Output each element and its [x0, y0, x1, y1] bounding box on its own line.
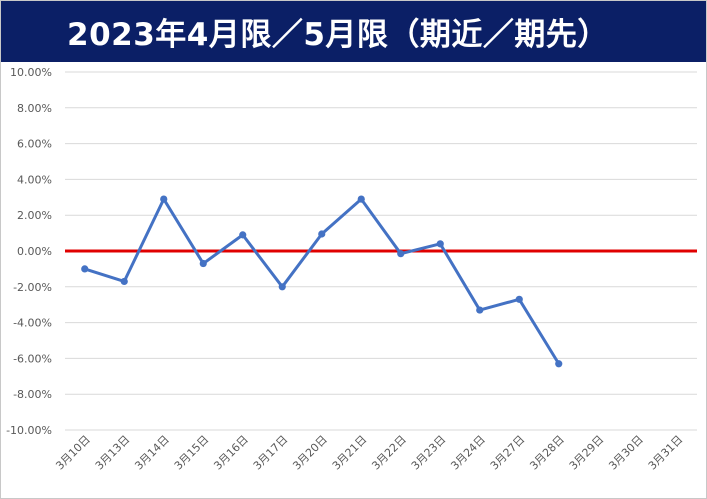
y-tick-label: 10.00% — [10, 66, 52, 79]
x-tick-label: 3月10日 — [53, 433, 93, 473]
data-point — [555, 360, 563, 368]
data-point — [160, 195, 168, 203]
data-point — [318, 230, 326, 238]
x-tick-label: 3月13日 — [93, 433, 133, 473]
series-line-path — [84, 197, 561, 365]
x-tick-label: 3月23日 — [409, 433, 449, 473]
chart-title: 2023年4月限／5月限（期近／期先） — [67, 17, 609, 53]
x-tick-label: 3月14日 — [132, 433, 172, 473]
data-point — [199, 259, 207, 268]
y-tick-label: 8.00% — [17, 102, 52, 115]
y-tick-label: 2.00% — [17, 209, 52, 222]
series-points — [81, 195, 563, 368]
x-tick-label: 3月24日 — [448, 433, 488, 473]
x-tick-label: 3月27日 — [488, 433, 528, 473]
data-point — [81, 265, 89, 273]
x-tick-label: 3月21日 — [330, 433, 370, 473]
y-tick-label: -6.00% — [13, 352, 52, 365]
data-point — [357, 195, 365, 203]
x-tick-label: 3月29日 — [567, 433, 607, 473]
data-point — [278, 283, 286, 291]
x-axis-ticks: 3月10日 3月13日 3月14日 3月15日 3月16日 3月17日 3月20日 3月21日… — [53, 433, 685, 473]
x-tick-label: 3月31日 — [646, 433, 686, 473]
y-axis-ticks: 10.00% 8.00% 6.00% 4.00% 2.00% 0.00% -2.00% -4.… — [6, 66, 52, 437]
data-point — [120, 277, 128, 286]
x-tick-label: 3月15日 — [172, 433, 212, 473]
y-tick-label: -10.00% — [6, 424, 52, 437]
data-point — [476, 306, 484, 314]
y-tick-label: -8.00% — [13, 388, 52, 401]
data-point — [239, 231, 247, 239]
y-tick-label: 6.00% — [17, 138, 52, 151]
x-tick-label: 3月17日 — [251, 433, 291, 473]
x-tick-label: 3月28日 — [527, 433, 567, 473]
y-tick-label: -2.00% — [13, 281, 52, 294]
x-tick-label: 3月16日 — [211, 433, 251, 473]
y-tick-label: 0.00% — [17, 245, 52, 258]
x-tick-label: 3月22日 — [369, 433, 409, 473]
data-point — [397, 250, 405, 258]
title-banner: 2023年4月限／5月限（期近／期先） — [1, 1, 706, 62]
x-tick-label: 3月20日 — [290, 433, 330, 473]
y-tick-label: -4.00% — [13, 317, 52, 330]
x-tick-label: 3月30日 — [606, 433, 646, 473]
data-point — [436, 240, 444, 248]
data-point — [515, 295, 523, 303]
y-tick-label: 4.00% — [17, 173, 52, 186]
series-line — [84, 197, 561, 365]
